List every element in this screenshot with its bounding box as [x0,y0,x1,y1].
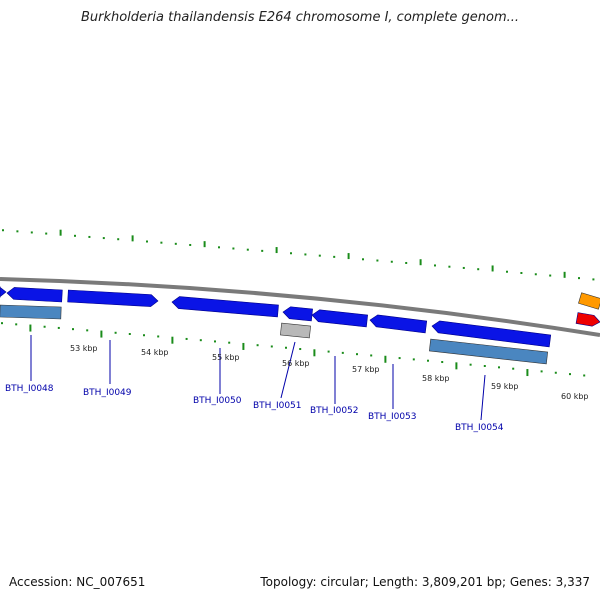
gene-feature[interactable] [280,322,311,339]
gene-callouts: BTH_I0048 BTH_I0049 BTH_I0050 BTH_I0051 BTH_… [5,335,504,433]
callout-line [480,374,486,421]
scale-label: 55 kbp [212,353,240,362]
gene-label[interactable]: BTH_I0054 [455,423,504,433]
chromosome-backbone [0,277,600,337]
gene-label[interactable]: BTH_I0048 [5,384,54,394]
gene-feature[interactable] [431,320,552,348]
callout-line [280,341,296,399]
map-title: Burkholderia thailandensis E264 chromoso… [80,10,520,25]
gene-label[interactable]: BTH_I0051 [253,401,302,411]
accession-text: Accession: NC_007651 [9,575,146,589]
gene-feature[interactable] [171,296,279,318]
gene-feature[interactable] [67,289,159,307]
scale-label: 60 kbp [561,392,589,401]
gene-feature[interactable] [578,292,600,310]
scale-labels: 53 kbp 54 kbp 55 kbp 56 kbp 57 kbp 58 kbp 59 k… [70,344,589,401]
gene-label[interactable]: BTH_I0049 [83,388,132,398]
scale-label: 59 kbp [491,382,519,391]
gene-feature[interactable] [575,312,600,327]
topology-text: Topology: circular; Length: 3,809,201 bp… [260,575,590,589]
scale-label: 53 kbp [70,344,98,353]
scale-label: 57 kbp [352,365,380,374]
scale-label: 54 kbp [141,348,169,357]
gene-feature[interactable] [0,286,7,298]
scale-label: 56 kbp [282,359,310,368]
gene-feature[interactable] [429,338,548,365]
gene-feature[interactable] [282,306,313,322]
gene-label[interactable]: BTH_I0050 [193,396,242,406]
outer-tick-track [2,229,595,281]
gene-label[interactable]: BTH_I0052 [310,406,359,416]
gene-feature[interactable] [311,309,368,328]
gene-feature[interactable] [369,314,428,334]
feature-track[interactable] [0,286,600,365]
gene-feature[interactable] [6,287,63,303]
inner-tick-track [1,322,586,377]
scale-label: 58 kbp [422,374,450,383]
gene-feature[interactable] [0,304,62,320]
gene-label[interactable]: BTH_I0053 [368,412,417,422]
